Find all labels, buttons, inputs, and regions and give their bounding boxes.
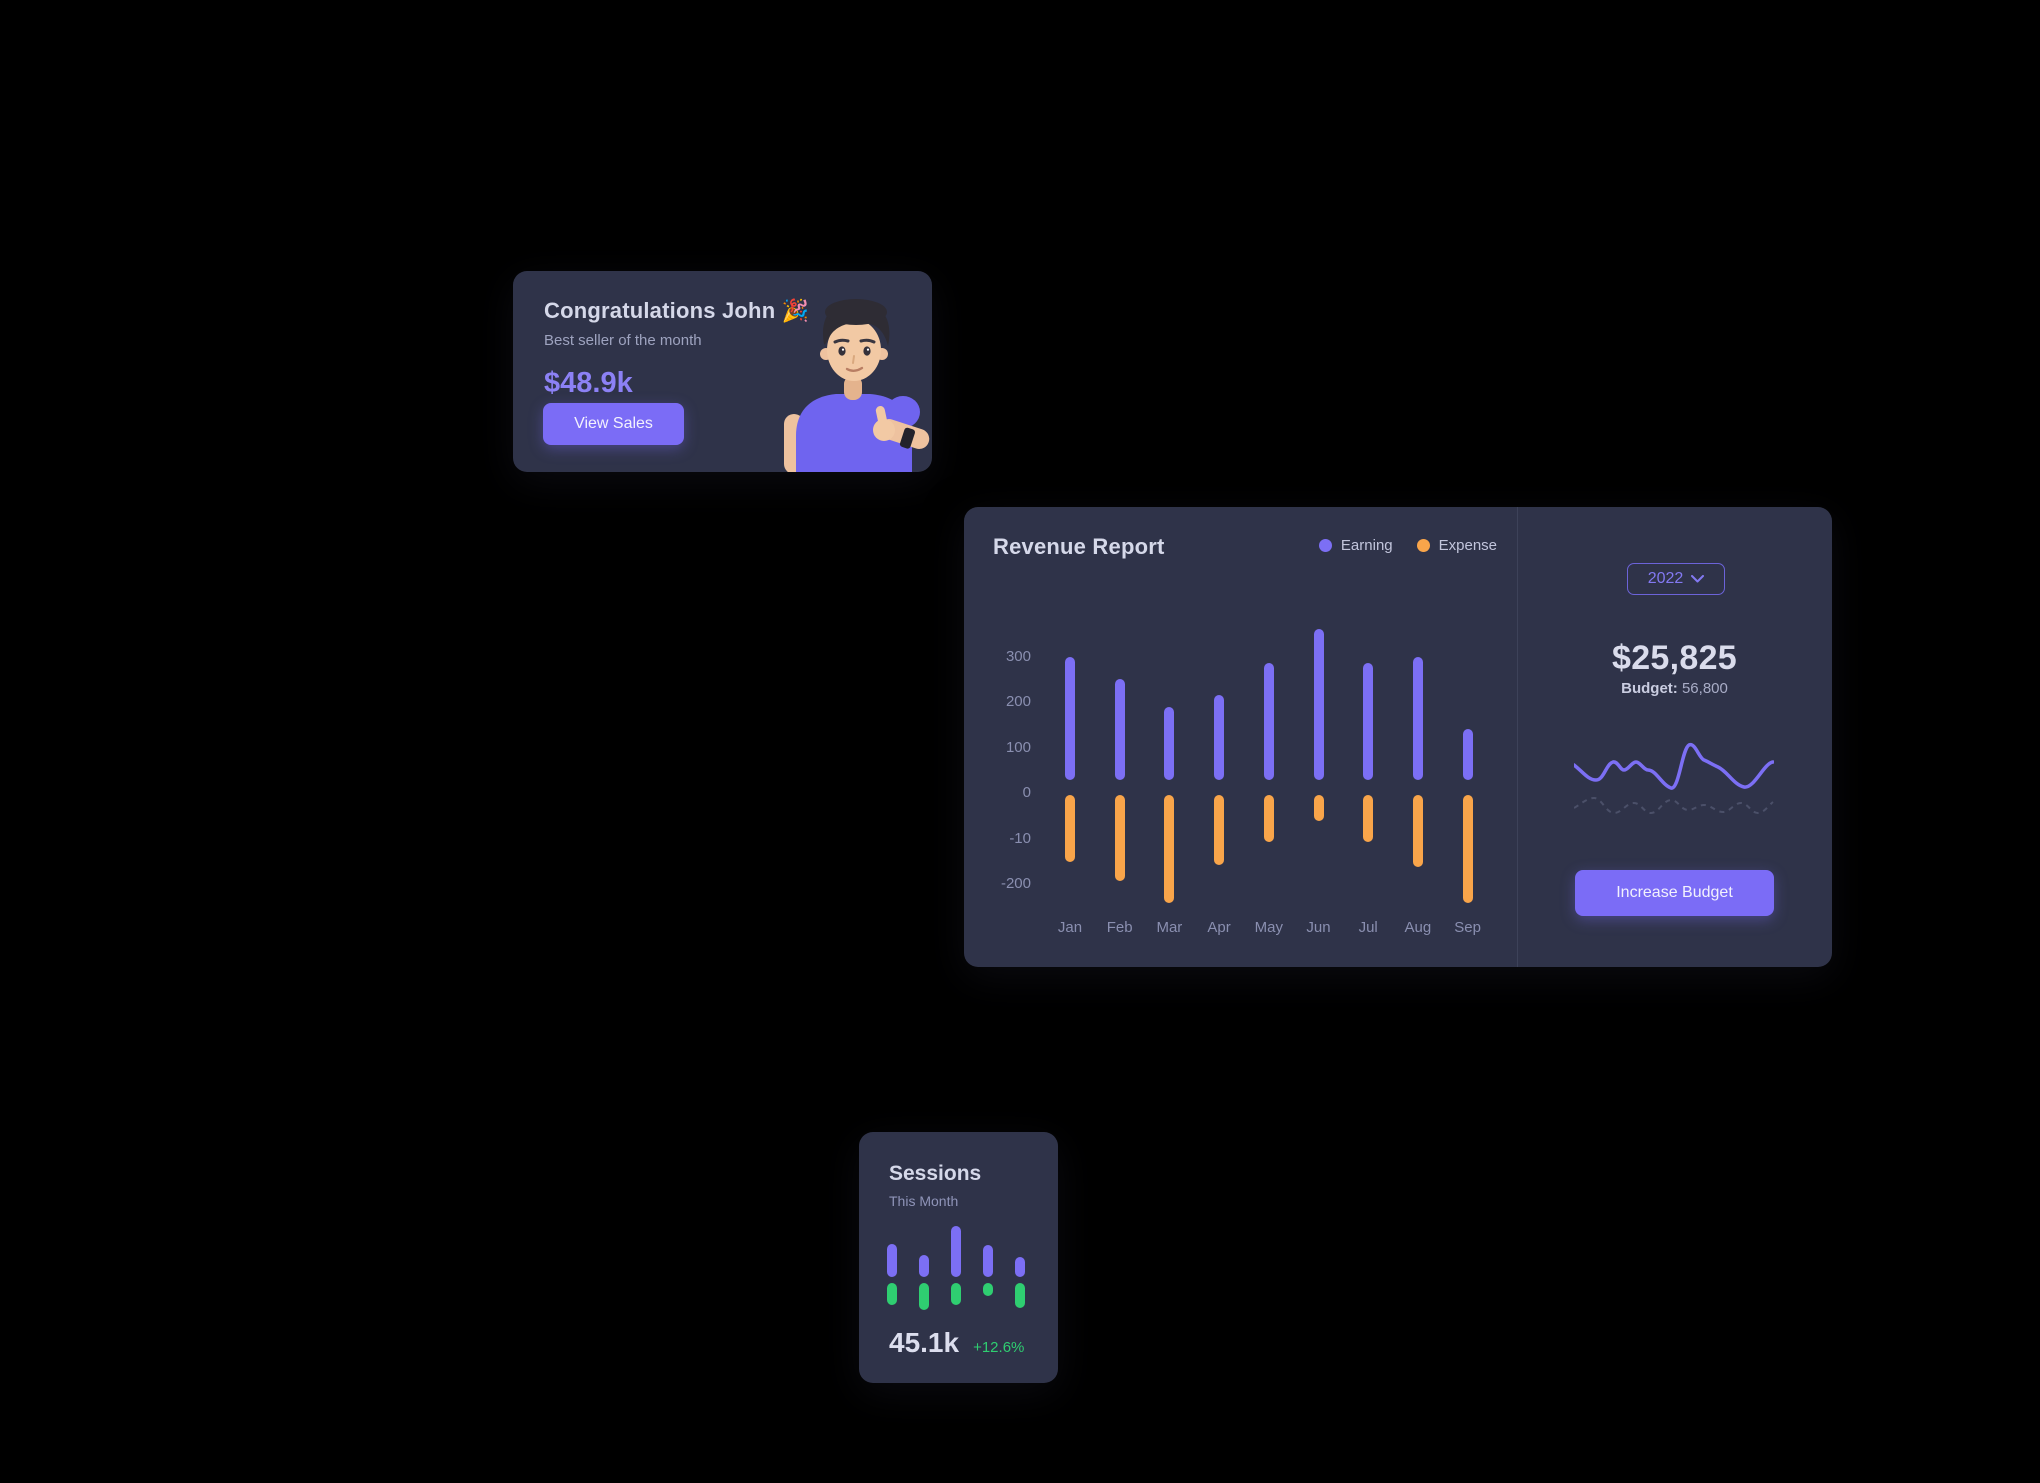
congratulations-card: Congratulations John 🎉 Best seller of th… (513, 271, 932, 472)
sparkline-solid (1574, 742, 1774, 790)
sessions-green-bar (887, 1283, 897, 1305)
sessions-stats: 45.1k +12.6% (889, 1327, 1024, 1359)
chart-legend: Earning Expense (1318, 537, 1497, 554)
budget-line: Budget: 56,800 (1621, 680, 1728, 697)
y-axis-label: 200 (1005, 693, 1031, 710)
expense-dot-icon (1416, 539, 1430, 552)
sessions-purple-bar (918, 1255, 929, 1277)
x-axis-label: Mar (1156, 919, 1183, 936)
expense-bar (1263, 795, 1274, 842)
sessions-title: Sessions (889, 1162, 982, 1185)
legend-item-expense[interactable]: Expense (1416, 537, 1497, 554)
x-axis-label: Aug (1404, 919, 1432, 936)
congrats-amount: $48.9k (544, 367, 633, 399)
x-axis-label: May (1254, 919, 1283, 936)
expense-bar (1164, 795, 1175, 904)
x-axis-label: Jul (1358, 919, 1378, 936)
sessions-bar-chart (859, 1132, 1058, 1383)
y-axis-label: 300 (1005, 647, 1031, 665)
sessions-green-bar (951, 1283, 961, 1305)
earning-bar (1412, 656, 1423, 781)
revenue-report-title: Revenue Report (993, 534, 1165, 559)
earning-bar (1164, 706, 1175, 781)
expense-bar (1313, 795, 1324, 822)
y-axis-label: 100 (1005, 738, 1031, 756)
sessions-card: Sessions This Month 45.1k +12.6% (859, 1132, 1058, 1383)
sessions-green-bar (983, 1283, 993, 1296)
sessions-purple-bar (1015, 1257, 1025, 1277)
sessions-subtitle: This Month (889, 1193, 959, 1209)
y-axis-label: -10 (1009, 829, 1031, 847)
x-axis-label: Feb (1106, 919, 1133, 936)
man-thumbs-up-illustration (774, 296, 932, 472)
expense-bar (1114, 795, 1125, 881)
budget-total: $25,825 (1611, 639, 1737, 677)
legend-item-earning[interactable]: Earning (1318, 537, 1393, 554)
revenue-budget-pane: 2022 $25,825 Budget: 56,800 Increase Bud… (1517, 507, 1832, 967)
x-axis-label: Jun (1306, 919, 1331, 936)
earning-bar (1313, 629, 1324, 781)
expense-bar (1363, 795, 1374, 842)
sparkline-dashed (1574, 796, 1774, 815)
earning-dot-icon (1318, 539, 1332, 552)
increase-budget-button[interactable]: Increase Budget (1575, 870, 1774, 916)
expense-bar (1065, 795, 1075, 863)
sessions-green-bar (1015, 1283, 1025, 1308)
x-axis-label: Jan (1057, 919, 1083, 936)
year-select[interactable]: 2022 (1627, 563, 1725, 595)
x-axis-label: Apr (1207, 919, 1231, 936)
sessions-purple-bar (951, 1226, 961, 1277)
earning-bar (1263, 663, 1274, 781)
y-axis-label: 0 (1022, 784, 1031, 801)
budget-sparkline (1574, 742, 1774, 815)
sessions-value: 45.1k (889, 1327, 960, 1358)
y-axis-label: -200 (1000, 875, 1031, 892)
chevron-down-icon (1691, 575, 1705, 583)
view-sales-button[interactable]: View Sales (543, 403, 684, 445)
earning-bar (1114, 679, 1125, 781)
revenue-bar-chart: 300 200 100 0 -10 -200 Jan Feb Mar Apr May Jun Jul Au… (964, 507, 1517, 967)
x-axis-label: Sep (1454, 919, 1481, 936)
sessions-delta: +12.6% (973, 1339, 1025, 1356)
sessions-purple-bar (887, 1244, 897, 1277)
earning-bar (1214, 695, 1225, 781)
earning-bar (1462, 729, 1473, 781)
expense-bar (1412, 795, 1423, 867)
revenue-report-card: Revenue Report Earning Expense 300 200 100… (964, 507, 1832, 967)
earning-bar (1363, 663, 1374, 781)
expense-bar (1462, 795, 1473, 904)
sessions-green-bar (918, 1283, 929, 1310)
congrats-subtitle: Best seller of the month (544, 332, 702, 349)
revenue-chart-pane: Revenue Report Earning Expense 300 200 100… (964, 507, 1518, 967)
sessions-purple-bar (983, 1245, 993, 1277)
congrats-title: Congratulations John 🎉 (544, 298, 810, 323)
expense-bar (1214, 795, 1225, 865)
earning-bar (1065, 656, 1075, 781)
